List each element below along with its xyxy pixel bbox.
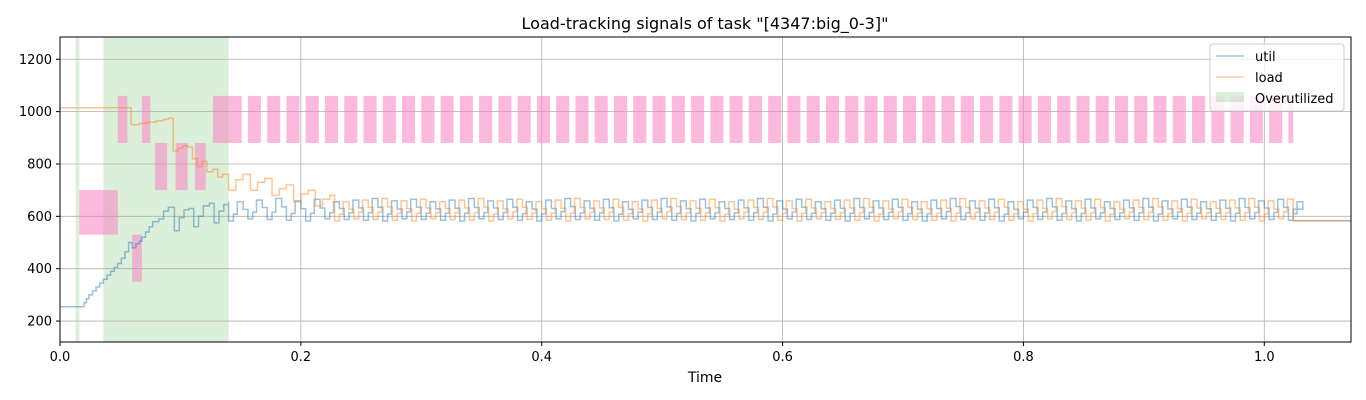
cpu-residency-bar [710, 95, 724, 144]
cpu-residency-bar [305, 95, 319, 144]
cpu-residency-bar [1057, 95, 1071, 144]
x-tick-label: 0.2 [291, 350, 312, 365]
cpu-residency-bar [141, 95, 151, 144]
cpu-residency-bar [768, 95, 782, 144]
cpu-residency-bar [117, 95, 128, 144]
chart-title: Load-tracking signals of task "[4347:big… [522, 14, 889, 34]
y-tick-label: 800 [27, 157, 52, 172]
x-tick-label: 0.4 [531, 350, 552, 365]
cpu-residency-bar [212, 95, 229, 144]
x-tick-label: 0.6 [772, 350, 793, 365]
x-axis-ticks: 0.0 0.2 0.4 0.6 0.8 1.0 [50, 342, 1275, 365]
cpu-residency-bar [652, 95, 666, 144]
cpu-residency-bar [1153, 95, 1167, 144]
cpu-residency-bar [1172, 95, 1186, 144]
cpu-residency-bar [79, 190, 118, 235]
cpu-residency-bar [1037, 95, 1051, 144]
cpu-residency-bar [132, 234, 142, 282]
cpu-residency-bar [999, 95, 1013, 144]
x-tick-label: 1.0 [1254, 350, 1275, 365]
cpu-residency-bar [324, 95, 339, 144]
cpu-residency-bar [1134, 95, 1148, 144]
cpu-residency-bar [194, 143, 206, 191]
cpu-residency-bar [536, 95, 551, 144]
cpu-residency-bar [517, 95, 531, 144]
cpu-residency-bar [286, 95, 300, 144]
overutilized-region [75, 37, 80, 342]
legend: util load Overutilized [1209, 43, 1345, 112]
cpu-residency-bar [247, 95, 261, 144]
plot-frame [59, 36, 1352, 343]
cpu-residency-bar [980, 95, 994, 144]
legend-load-label: load [1255, 71, 1283, 86]
cpu-residency-bar [459, 95, 473, 144]
cpu-residency-bar [806, 95, 820, 144]
y-axis-ticks: 200 400 600 800 1000 1200 [19, 53, 60, 330]
cpu-residency-bar [1018, 95, 1032, 144]
cpu-residency-bar [1095, 95, 1109, 144]
cpu-residency-bar [1114, 95, 1129, 144]
cpu-residency-bar [228, 95, 242, 144]
x-tick-label: 0.0 [50, 350, 71, 365]
x-tick-label: 0.8 [1013, 350, 1034, 365]
cpu-residency-bar [175, 143, 188, 191]
cpu-residency-bar [613, 95, 628, 144]
cpu-residency-bars [79, 95, 1294, 282]
cpu-residency-bar [748, 95, 762, 144]
cpu-residency-bar [344, 95, 358, 144]
cpu-residency-bar [267, 95, 281, 144]
legend-box [1209, 43, 1345, 112]
cpu-residency-bar [1192, 95, 1206, 144]
series-lines [60, 106, 1351, 308]
y-tick-label: 400 [27, 262, 52, 277]
cpu-residency-bar [729, 95, 743, 144]
cpu-residency-bar [498, 95, 512, 144]
cpu-residency-bar [556, 95, 570, 144]
cpu-residency-bar [1288, 95, 1294, 144]
cpu-residency-bar [864, 95, 878, 144]
cpu-residency-bar [155, 143, 168, 191]
cpu-residency-bar [421, 95, 435, 144]
legend-overutilized-label: Overutilized [1255, 92, 1334, 107]
cpu-residency-bar [941, 95, 955, 144]
cpu-residency-bar [883, 95, 897, 144]
series-line-load [60, 106, 1351, 222]
cpu-residency-bar [402, 95, 416, 144]
cpu-residency-bar [922, 95, 936, 144]
cpu-residency-bar [787, 95, 801, 144]
cpu-residency-bar [479, 95, 493, 144]
y-tick-label: 1000 [19, 105, 52, 120]
cpu-residency-bar [903, 95, 917, 144]
cpu-residency-bar [382, 95, 396, 144]
series-line-util [60, 197, 1351, 308]
cpu-residency-bar [671, 95, 685, 144]
cpu-residency-bar [575, 95, 589, 144]
cpu-residency-bar [363, 95, 377, 144]
cpu-residency-bar [825, 95, 840, 144]
y-tick-label: 1200 [19, 53, 52, 68]
cpu-residency-bar [440, 95, 454, 144]
cpu-residency-bar [691, 95, 705, 144]
x-axis-label: Time [687, 370, 722, 386]
cpu-residency-bar [960, 95, 974, 144]
legend-overutilized-swatch [1216, 92, 1244, 102]
cpu-residency-bar [633, 95, 647, 144]
y-tick-label: 600 [27, 210, 52, 225]
y-tick-label: 200 [27, 315, 52, 330]
legend-util-label: util [1255, 50, 1276, 65]
cpu-residency-bar [1076, 95, 1090, 144]
cpu-residency-bar [845, 95, 859, 144]
cpu-residency-bar [594, 95, 608, 144]
